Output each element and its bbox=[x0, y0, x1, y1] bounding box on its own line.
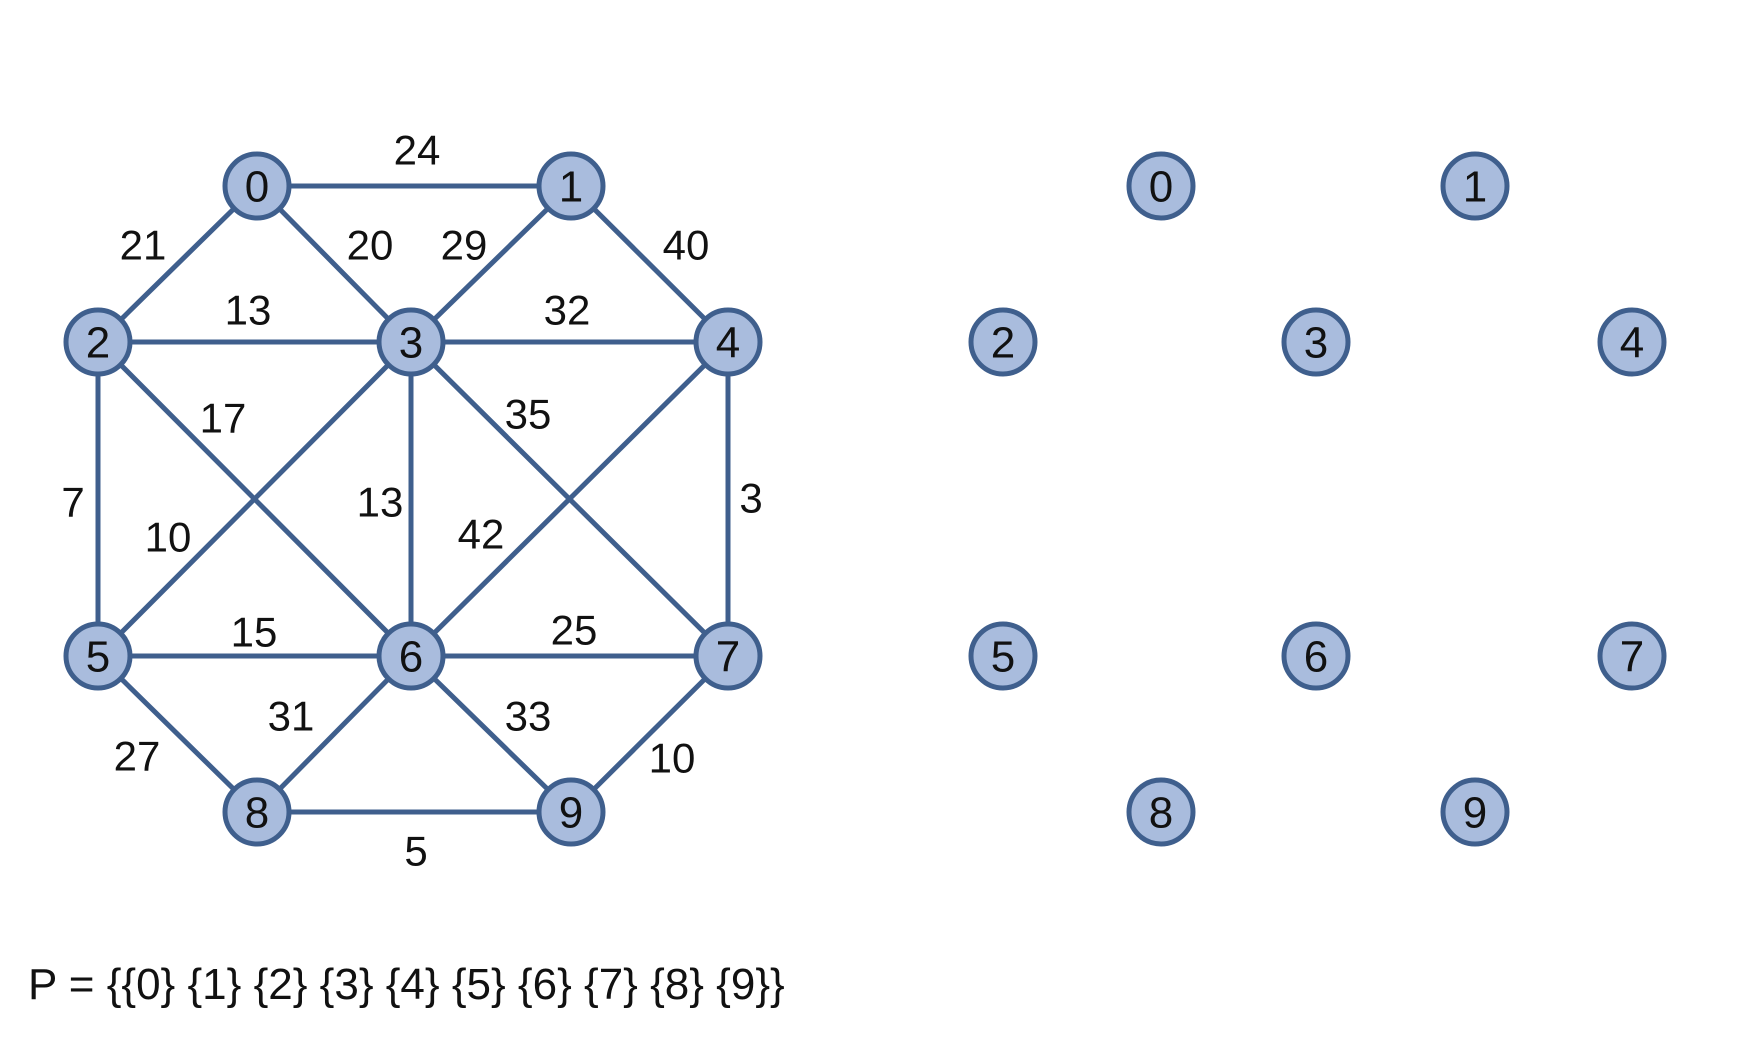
forest-node-label: 8 bbox=[1149, 789, 1173, 838]
graph-node-0: 0 bbox=[222, 151, 292, 221]
forest-node-circle bbox=[1440, 777, 1510, 847]
forest-node-circle bbox=[1281, 307, 1351, 377]
edge-6-9 bbox=[408, 653, 574, 815]
forest-node-circle bbox=[1126, 151, 1196, 221]
graph-node-label: 1 bbox=[559, 163, 583, 212]
graph-node-8: 8 bbox=[222, 777, 292, 847]
edge-4-6 bbox=[408, 339, 731, 659]
weight-label-4-6: 42 bbox=[458, 511, 505, 558]
forest-node-5: 5 bbox=[968, 621, 1038, 691]
graph-node-circle bbox=[222, 151, 292, 221]
graph-node-9: 9 bbox=[536, 777, 606, 847]
forest-node-circle bbox=[968, 621, 1038, 691]
weight-label-3-5: 10 bbox=[145, 514, 192, 561]
forest-node-label: 3 bbox=[1304, 319, 1328, 368]
edge-0-2 bbox=[95, 183, 260, 345]
graph-nodes: 0 1 2 3 4 5 6 7 8 9 bbox=[63, 151, 763, 847]
graph-edges bbox=[95, 183, 731, 815]
graph-node-circle bbox=[63, 621, 133, 691]
weight-label-3-4: 32 bbox=[544, 287, 591, 334]
weight-label-7-9: 10 bbox=[649, 735, 696, 782]
forest-node-7: 7 bbox=[1597, 621, 1667, 691]
forest-nodes: 0 1 2 3 4 5 6 7 8 9 bbox=[968, 151, 1667, 847]
forest-node-1: 1 bbox=[1440, 151, 1510, 221]
weight-label-6-7: 25 bbox=[551, 607, 598, 654]
weight-label-0-2: 21 bbox=[120, 222, 167, 269]
graph-node-circle bbox=[693, 621, 763, 691]
forest-node-circle bbox=[1281, 621, 1351, 691]
edge-1-4 bbox=[568, 183, 731, 345]
graph-node-circle bbox=[536, 151, 606, 221]
edge-0-3 bbox=[254, 183, 414, 345]
forest-node-3: 3 bbox=[1281, 307, 1351, 377]
forest-node-circle bbox=[968, 307, 1038, 377]
edge-6-8 bbox=[254, 653, 414, 815]
graph-node-circle bbox=[536, 777, 606, 847]
forest-node-circle bbox=[1597, 307, 1667, 377]
forest-node-4: 4 bbox=[1597, 307, 1667, 377]
graph-node-label: 3 bbox=[399, 319, 423, 368]
weight-label-0-3: 20 bbox=[347, 222, 394, 269]
graph-node-label: 2 bbox=[86, 319, 110, 368]
weight-label-3-7: 35 bbox=[505, 391, 552, 438]
graph-node-circle bbox=[63, 307, 133, 377]
graph-node-label: 8 bbox=[245, 789, 269, 838]
forest-node-label: 7 bbox=[1620, 633, 1644, 682]
graph-node-circle bbox=[376, 307, 446, 377]
partition-text: P = {{0} {1} {2} {3} {4} {5} {6} {7} {8}… bbox=[28, 960, 785, 1009]
graph-node-circle bbox=[693, 307, 763, 377]
forest-node-label: 1 bbox=[1463, 163, 1487, 212]
weight-label-0-1: 24 bbox=[394, 127, 441, 174]
edge-7-9 bbox=[568, 653, 731, 815]
graph-node-2: 2 bbox=[63, 307, 133, 377]
graph-node-7: 7 bbox=[693, 621, 763, 691]
graph-node-6: 6 bbox=[376, 621, 446, 691]
edge-3-5 bbox=[95, 339, 414, 659]
weight-label-2-6: 17 bbox=[200, 395, 247, 442]
graph-node-circle bbox=[376, 621, 446, 691]
forest-node-9: 9 bbox=[1440, 777, 1510, 847]
forest-node-8: 8 bbox=[1126, 777, 1196, 847]
forest-node-label: 5 bbox=[991, 633, 1015, 682]
weight-label-1-3: 29 bbox=[441, 222, 488, 269]
graph-node-4: 4 bbox=[693, 307, 763, 377]
graph-node-label: 7 bbox=[716, 633, 740, 682]
weight-label-2-5: 7 bbox=[61, 479, 84, 526]
graph-node-label: 4 bbox=[716, 319, 740, 368]
graph-node-label: 9 bbox=[559, 789, 583, 838]
forest-node-6: 6 bbox=[1281, 621, 1351, 691]
weight-label-4-7: 3 bbox=[739, 475, 762, 522]
graph-node-label: 6 bbox=[399, 633, 423, 682]
weight-label-5-6: 15 bbox=[231, 609, 278, 656]
graph-node-label: 5 bbox=[86, 633, 110, 682]
graph-node-5: 5 bbox=[63, 621, 133, 691]
edge-1-3 bbox=[408, 183, 574, 345]
graph-node-label: 0 bbox=[245, 163, 269, 212]
forest-node-label: 9 bbox=[1463, 789, 1487, 838]
forest-node-label: 6 bbox=[1304, 633, 1328, 682]
weight-label-6-9: 33 bbox=[505, 693, 552, 740]
graph-node-circle bbox=[222, 777, 292, 847]
forest-node-label: 2 bbox=[991, 319, 1015, 368]
forest-node-circle bbox=[1126, 777, 1196, 847]
weight-label-6-8: 31 bbox=[268, 693, 315, 740]
forest-node-circle bbox=[1597, 621, 1667, 691]
forest-node-circle bbox=[1440, 151, 1510, 221]
weight-label-1-4: 40 bbox=[663, 222, 710, 269]
weight-label-5-8: 27 bbox=[114, 733, 161, 780]
forest-node-label: 0 bbox=[1149, 163, 1173, 212]
forest-node-2: 2 bbox=[968, 307, 1038, 377]
weight-label-8-9: 5 bbox=[404, 828, 427, 875]
weight-label-3-6: 13 bbox=[357, 479, 404, 526]
forest-node-label: 4 bbox=[1620, 319, 1644, 368]
graph-node-1: 1 bbox=[536, 151, 606, 221]
graph-node-3: 3 bbox=[376, 307, 446, 377]
weight-label-2-3: 13 bbox=[225, 287, 272, 334]
edge-5-8 bbox=[95, 653, 260, 815]
forest-node-0: 0 bbox=[1126, 151, 1196, 221]
